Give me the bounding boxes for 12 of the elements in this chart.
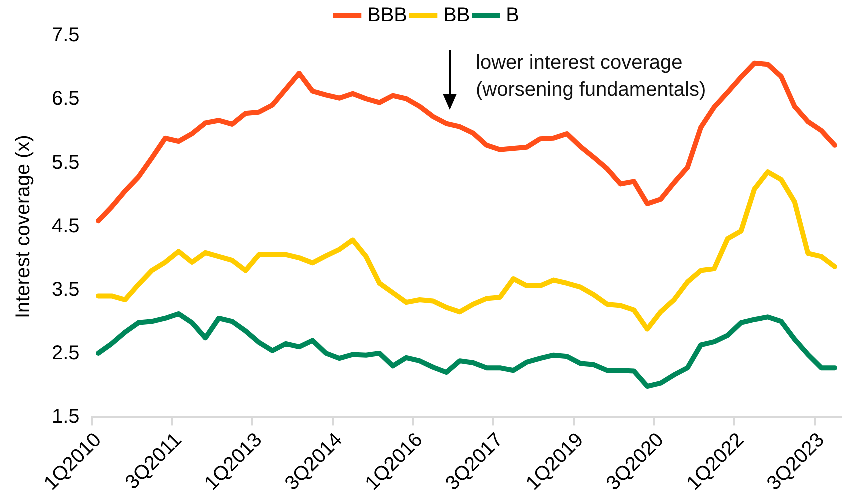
y-tick-label: 4.5 <box>52 215 80 238</box>
legend-label: BB <box>444 4 470 27</box>
y-tick-label: 5.5 <box>52 152 80 174</box>
y-tick-label: 2.5 <box>52 342 80 365</box>
y-tick-label: 1.5 <box>52 406 80 428</box>
y-tick-label: 6.5 <box>52 88 80 110</box>
legend-label: BBB <box>367 4 408 27</box>
annotation: lower interest coverage (worsening fundamentals) <box>476 51 708 103</box>
y-tick-label: 7.5 <box>52 24 80 47</box>
y-tick-label: 3.5 <box>52 278 80 301</box>
legend-label: B <box>506 4 520 27</box>
y-axis-title: Interest coverage (x) <box>12 135 35 319</box>
